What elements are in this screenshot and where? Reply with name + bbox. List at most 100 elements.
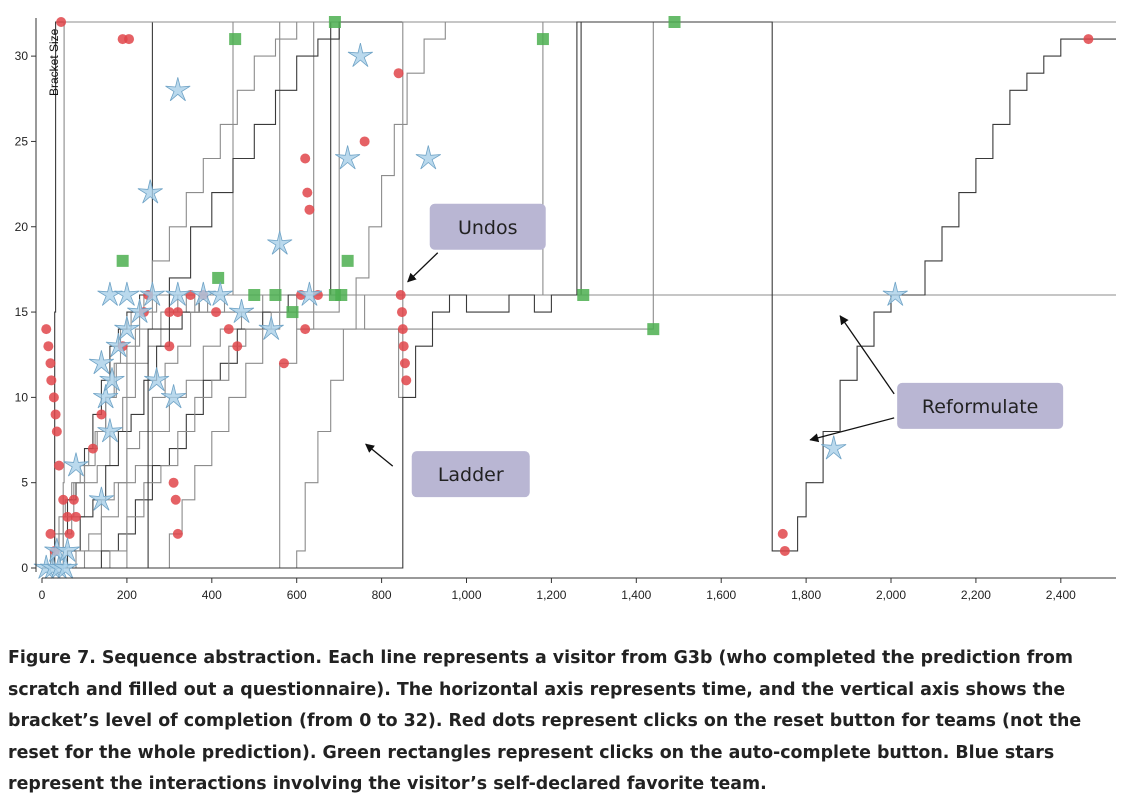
autocomplete-marker: [248, 289, 261, 301]
autocomplete-marker: [335, 289, 348, 301]
autocomplete-marker: [229, 33, 242, 46]
callout-arrow: [839, 315, 895, 395]
reset-marker: [53, 460, 64, 471]
favorite-marker: [105, 333, 132, 358]
y-tick-label: 20: [15, 220, 29, 234]
reset-marker: [41, 324, 52, 335]
reset-marker: [51, 426, 62, 437]
favorite-marker: [296, 281, 323, 306]
callout-arrow: [809, 417, 895, 443]
favorite-marker: [93, 384, 119, 409]
reset-marker: [168, 477, 179, 488]
favorite-marker: [137, 179, 163, 204]
favorite-marker: [52, 554, 78, 579]
callout-box: [429, 203, 546, 250]
x-tick-label: 200: [117, 588, 137, 602]
favorite-marker: [97, 418, 123, 443]
callout-label: Reformulate: [922, 396, 1038, 418]
reset-marker: [48, 392, 59, 403]
reset-marker: [302, 187, 313, 198]
reset-marker: [397, 324, 408, 335]
favorite-marker: [228, 299, 255, 323]
reset-marker: [62, 511, 73, 522]
favorite-marker: [267, 230, 293, 255]
callout-label: Ladder: [438, 464, 504, 486]
reset-marker: [300, 153, 311, 164]
reset-marker: [56, 17, 67, 27]
axes: 0 200 400 600 800 1,000 1,200 1,400 1,600 1,800 2,…: [15, 18, 1116, 602]
favorite-marker: [114, 316, 140, 340]
favorite-marker: [415, 145, 441, 170]
favorite-marker: [160, 384, 187, 409]
autocomplete-marker: [668, 16, 681, 28]
callout-box: [411, 451, 530, 498]
visitor-line: [42, 21, 1116, 569]
favorite-marker: [139, 281, 165, 306]
reset-marker: [223, 324, 234, 335]
reset-marker: [70, 511, 81, 522]
reset-marker: [211, 307, 222, 318]
favorite-marker: [258, 316, 284, 340]
reset-marker: [172, 528, 183, 539]
visitor-line: [42, 294, 1116, 569]
x-tick-label: 1,800: [791, 588, 821, 602]
callout-arrow: [407, 252, 439, 283]
autocomplete-marker: [536, 33, 549, 46]
callout-arrow: [365, 443, 394, 467]
figure-caption: Figure 7. Sequence abstraction. Each lin…: [8, 648, 1082, 795]
reset-marker: [278, 358, 289, 369]
x-tick-label: 600: [287, 588, 307, 602]
reset-marker: [300, 324, 311, 335]
reset-marker: [172, 307, 183, 318]
reset-marker: [232, 341, 243, 352]
reset-marker: [68, 494, 79, 505]
x-tick-label: 0: [39, 588, 46, 602]
favorite-marker: [165, 77, 191, 102]
autocomplete-marker: [269, 289, 282, 301]
reset-marker: [170, 494, 181, 505]
favorite-marker: [347, 43, 373, 67]
reset-markers: [41, 17, 1094, 556]
autocomplete-marker: [116, 254, 129, 267]
visitor-line: [42, 21, 1116, 569]
reset-marker: [1083, 34, 1094, 45]
autocomplete-marker: [647, 323, 660, 336]
favorite-marker: [99, 367, 125, 392]
reset-marker: [777, 528, 788, 539]
favorite-marker: [114, 281, 140, 306]
reset-marker: [96, 409, 107, 420]
reset-marker: [396, 307, 407, 318]
callout-box: [897, 382, 1064, 429]
reset-marker: [395, 290, 406, 300]
reset-marker: [399, 358, 410, 369]
reset-marker: [164, 341, 175, 352]
y-tick-label: 30: [15, 49, 29, 63]
autocomplete-marker: [286, 306, 299, 319]
favorite-markers: [33, 43, 908, 579]
visitor-line: [42, 21, 1116, 569]
favorite-marker: [821, 435, 847, 460]
x-tick-label: 1,200: [536, 588, 566, 602]
x-tick-label: 2,000: [876, 588, 906, 602]
visitor-line: [42, 21, 1116, 569]
autocomplete-marker: [328, 16, 341, 28]
favorite-marker: [88, 350, 115, 375]
favorite-marker: [54, 537, 81, 562]
favorite-marker: [144, 367, 170, 392]
reset-marker: [43, 341, 54, 352]
autocomplete-marker: [341, 254, 354, 267]
reset-marker: [359, 136, 370, 147]
y-tick-label: 15: [15, 305, 29, 319]
reset-marker: [779, 545, 790, 556]
callouts: Undos Ladder Reformulate: [365, 203, 1064, 498]
reset-marker: [164, 307, 175, 318]
reset-marker: [45, 358, 56, 369]
reset-marker: [124, 34, 135, 45]
reset-marker: [398, 341, 409, 352]
reset-marker: [401, 375, 412, 386]
x-tick-label: 1,000: [451, 588, 481, 602]
reset-marker: [50, 409, 61, 420]
autocomplete-markers: [116, 16, 681, 336]
x-tick-label: 2,200: [961, 588, 991, 602]
favorite-marker: [88, 486, 115, 511]
